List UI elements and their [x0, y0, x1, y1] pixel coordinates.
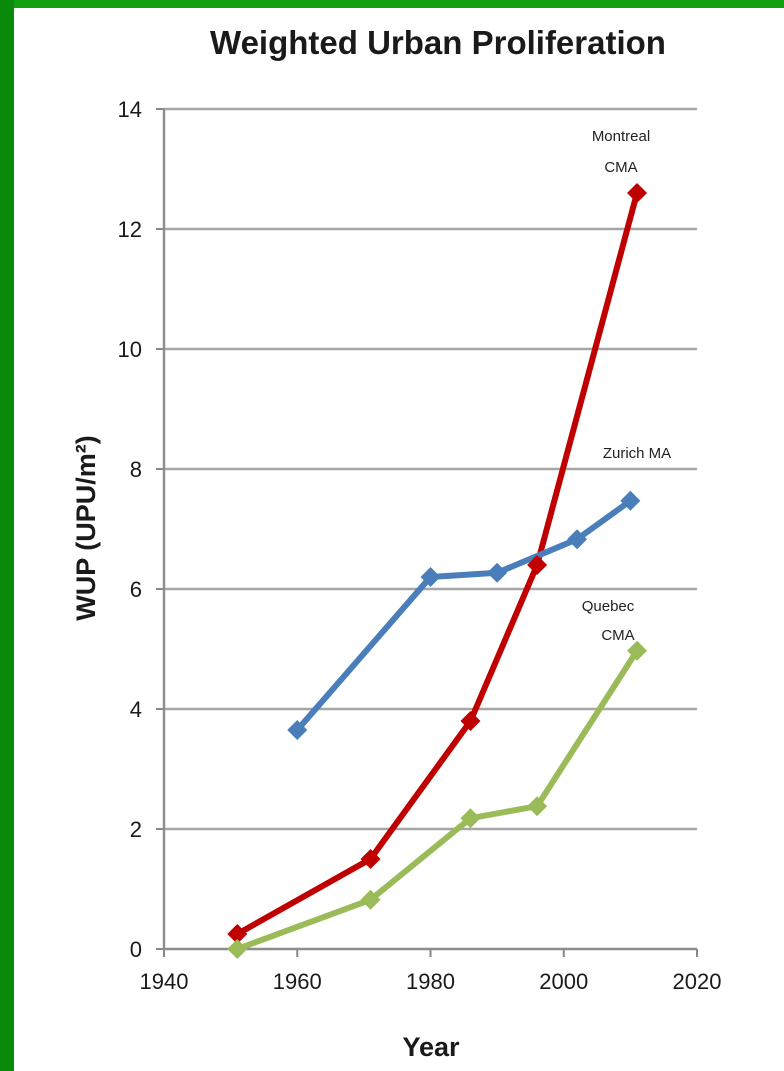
marker-montreal-cma-1971: [360, 849, 381, 869]
y-tick-label-2: 2: [130, 817, 142, 842]
axes: [156, 108, 698, 957]
marker-montreal-cma-1951: [227, 924, 248, 944]
y-tick-label-14: 14: [118, 97, 142, 122]
marker-montreal-cma-1986: [460, 711, 481, 731]
y-tick-label-8: 8: [130, 457, 142, 482]
x-tick-label-1960: 1960: [273, 969, 322, 994]
x-axis-label: Year: [402, 1032, 460, 1062]
annotation-quebec-line2: CMA: [601, 627, 634, 644]
x-tick-labels: 1940 1960 1980 2000 2020: [140, 969, 722, 994]
annotation-montreal-line2: CMA: [604, 159, 637, 176]
y-tick-label-12: 12: [118, 217, 142, 242]
x-tick-label-1980: 1980: [406, 969, 455, 994]
annotation-zurich: Zurich MA: [603, 445, 671, 462]
x-tick-label-1940: 1940: [140, 969, 189, 994]
y-axis-label: WUP (UPU/m²): [71, 435, 101, 621]
marker-quebec-cma-2011: [627, 640, 648, 661]
y-tick-label-0: 0: [130, 937, 142, 962]
y-tick-label-6: 6: [130, 577, 142, 602]
annotation-montreal-line1: Montreal: [592, 128, 650, 145]
slide-left-strip: [0, 0, 14, 1071]
marker-quebec-cma-1971: [360, 889, 381, 910]
marker-zurich-ma-2002: [567, 529, 588, 550]
marker-quebec-cma-1951: [227, 939, 248, 959]
annotation-quebec-line1: Quebec: [582, 598, 635, 615]
marker-zurich-ma-1980: [420, 567, 441, 587]
marker-quebec-cma-1986: [460, 808, 481, 829]
marker-zurich-ma-2010: [620, 490, 641, 511]
marker-quebec-cma-1996: [527, 796, 548, 817]
marker-montreal-cma-1996: [527, 555, 548, 575]
y-tick-label-4: 4: [130, 697, 142, 722]
series-markers: [227, 183, 648, 959]
chart-title: Weighted Urban Proliferation: [210, 24, 666, 61]
series-line-montreal-cma: [234, 190, 640, 937]
series-lines: [234, 190, 640, 952]
y-tick-label-10: 10: [118, 337, 142, 362]
grid-lines: [164, 107, 697, 831]
x-tick-label-2020: 2020: [673, 969, 722, 994]
marker-zurich-ma-1960: [287, 720, 308, 740]
y-tick-labels: 0 2 4 6 8 10 12 14: [118, 97, 142, 962]
chart-panel: [14, 8, 784, 1071]
marker-zurich-ma-1990: [487, 562, 508, 583]
marker-montreal-cma-2011: [627, 183, 648, 203]
x-tick-label-2000: 2000: [539, 969, 588, 994]
series-line-quebec-cma: [234, 647, 640, 952]
